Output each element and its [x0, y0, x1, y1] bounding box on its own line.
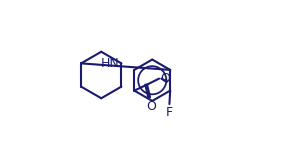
Text: O: O: [146, 100, 156, 113]
Text: O: O: [160, 72, 170, 85]
Text: F: F: [166, 106, 173, 119]
Text: HN: HN: [101, 57, 120, 70]
